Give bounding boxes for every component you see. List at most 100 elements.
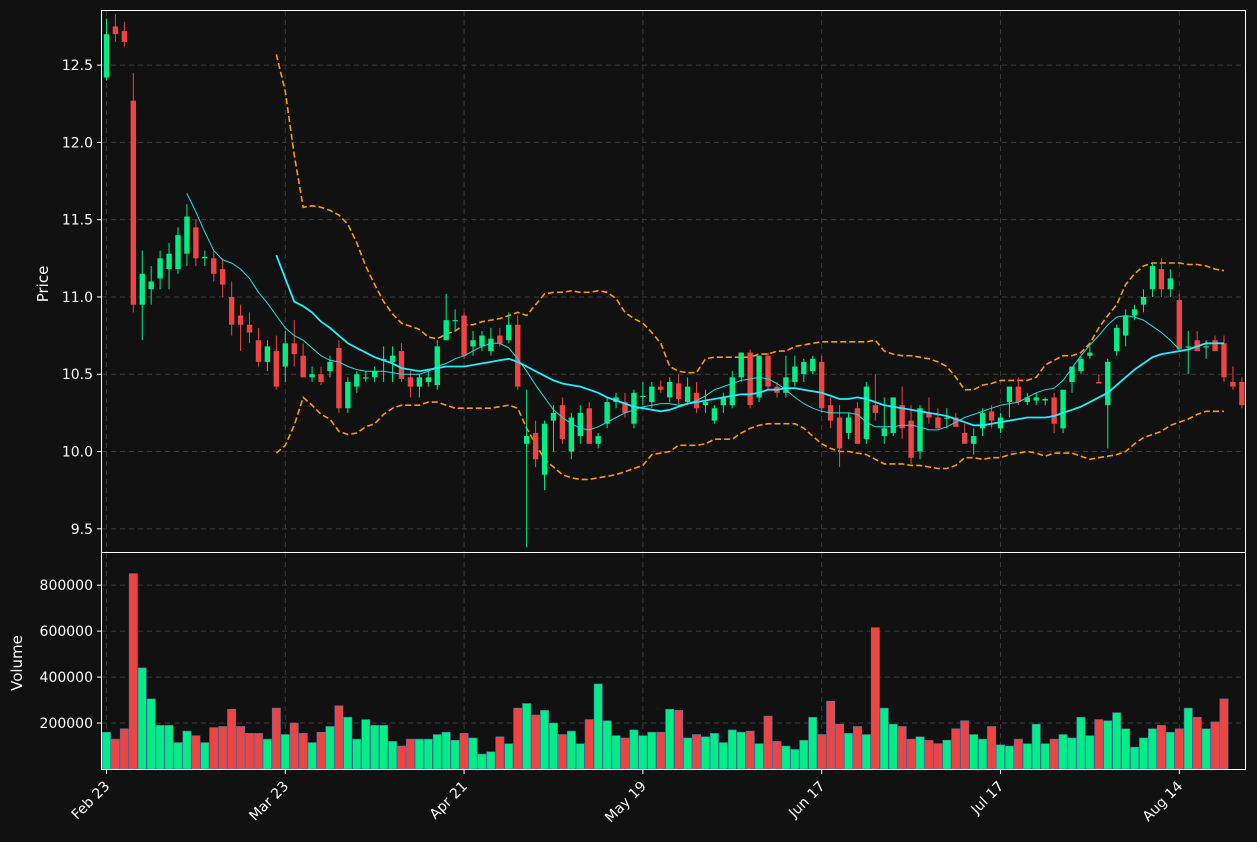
candle-body — [184, 216, 190, 254]
volume-bar — [915, 736, 925, 770]
price-tick-label: 12.5 — [62, 58, 93, 74]
candle-body — [881, 428, 887, 437]
volume-bar — [1183, 707, 1193, 770]
volume-bar — [1210, 721, 1220, 770]
candle-body — [1203, 346, 1209, 348]
volume-bar — [245, 733, 254, 770]
volume-bar — [772, 741, 782, 770]
candle-body — [792, 366, 798, 382]
candle-body — [568, 417, 575, 452]
volume-bar — [942, 739, 952, 770]
volume-bar — [960, 720, 970, 770]
volume-bar — [674, 710, 684, 770]
volume-bar — [799, 739, 809, 770]
volume-bar — [566, 730, 576, 770]
volume-bar — [727, 729, 737, 770]
volume-bar — [951, 728, 961, 770]
volume-bar — [1174, 728, 1184, 770]
candle-body — [756, 355, 762, 398]
candle-body — [979, 412, 986, 429]
volume-bar — [987, 726, 996, 770]
candle-body — [130, 100, 136, 305]
candle-body — [854, 408, 861, 444]
candle-body — [246, 324, 253, 333]
candle-body — [1087, 352, 1093, 356]
candle-body — [363, 377, 369, 379]
candle-body — [273, 351, 280, 387]
candle-body — [1185, 346, 1191, 348]
volume-bar — [379, 725, 389, 770]
volume-bar — [361, 719, 371, 770]
candle-body — [202, 256, 208, 259]
volume-panel-frame — [101, 552, 1246, 770]
volume-bar — [1121, 728, 1131, 770]
volume-bar — [718, 742, 728, 770]
volume-bar — [906, 738, 916, 770]
candle-body — [640, 395, 646, 398]
volume-bar — [182, 730, 192, 770]
bollinger-bands — [275, 54, 1225, 481]
candle-body — [1060, 389, 1066, 429]
candle-body — [801, 361, 807, 375]
volume-bar — [611, 735, 621, 770]
volume-tick-label: 600000 — [40, 624, 93, 640]
volume-bar — [1094, 719, 1104, 770]
volume-bar — [558, 734, 567, 770]
sma-slow-line — [275, 254, 1224, 427]
volume-bar — [754, 743, 764, 770]
volume-bar — [423, 738, 433, 770]
candle-body — [935, 417, 941, 429]
volume-bar — [414, 738, 424, 770]
volume-bar — [1103, 720, 1113, 770]
volume-bar — [665, 708, 675, 770]
candle-body — [1149, 266, 1156, 290]
volume-bar — [835, 723, 844, 770]
candle-body — [443, 320, 449, 341]
volume-bar — [978, 738, 988, 770]
volume-bar — [236, 726, 245, 770]
volume-bar — [647, 731, 657, 770]
candle-body — [139, 273, 145, 305]
candle-body — [631, 392, 637, 424]
volume-tick-label: 400000 — [40, 670, 93, 686]
volume-bar — [1219, 698, 1229, 770]
candle-body — [1176, 300, 1182, 350]
volume-bar — [1076, 716, 1086, 770]
volume-bar — [861, 734, 871, 770]
volume-bar — [897, 726, 907, 770]
volume-bar — [289, 722, 299, 770]
candle-body — [684, 386, 691, 403]
price-tick-label: 9.5 — [71, 522, 93, 538]
volume-bar — [683, 737, 692, 770]
candle-body — [461, 315, 467, 356]
volume-bar — [1085, 735, 1095, 770]
candle-body — [810, 358, 816, 372]
candle-body — [702, 402, 709, 406]
candle-body — [765, 355, 771, 387]
volume-bar — [200, 742, 210, 770]
volume-bar — [352, 738, 362, 770]
volume-bar — [1130, 746, 1140, 770]
candle-body — [211, 258, 217, 274]
volume-bar — [441, 731, 451, 770]
volume-bar — [888, 723, 898, 770]
candle-body — [1006, 386, 1013, 403]
volume-bar — [119, 728, 129, 770]
volume-bar — [397, 745, 406, 770]
volume-bar — [102, 731, 111, 770]
volume-bar — [450, 739, 460, 770]
volume-bar — [540, 710, 549, 770]
volume-bar — [128, 573, 138, 770]
price-axis-label: Price — [34, 266, 52, 303]
candle-body — [1024, 397, 1030, 403]
volume-bar — [477, 753, 487, 770]
volume-bar — [307, 742, 317, 770]
candle-body — [407, 377, 414, 387]
candle-body — [738, 352, 744, 378]
volume-bar — [406, 738, 415, 770]
volume-bar — [1049, 738, 1059, 770]
candle-body — [309, 374, 315, 378]
candle-body — [622, 402, 628, 413]
